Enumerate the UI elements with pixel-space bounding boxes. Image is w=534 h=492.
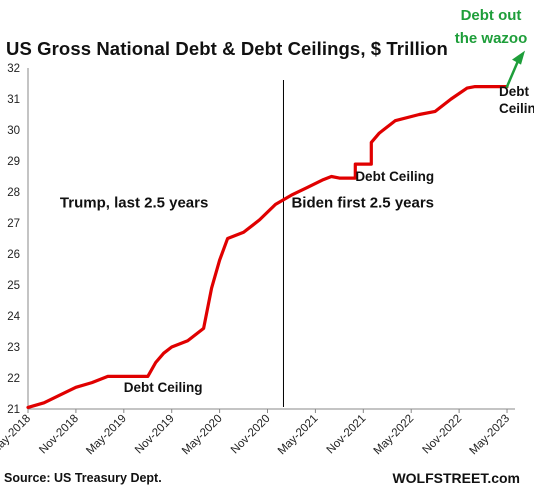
y-tick-labels: 21 22 23 24 25 26 27 28 29 30 31 32 bbox=[7, 63, 20, 416]
x-tick-label: May-2020 bbox=[180, 413, 225, 458]
x-tick-label: May-2021 bbox=[276, 413, 321, 458]
arrow bbox=[505, 50, 526, 88]
y-tick-label: 24 bbox=[7, 311, 20, 323]
annotation-label: Debt bbox=[499, 84, 530, 99]
annotation-label: Debt Ceiling bbox=[355, 169, 434, 184]
x-tick-label: Nov-2022 bbox=[420, 413, 464, 457]
x-tick-label: Nov-2018 bbox=[37, 413, 81, 457]
source-label: Source: US Treasury Dept. bbox=[4, 471, 162, 485]
y-tick-label: 31 bbox=[7, 94, 20, 106]
x-tick-label: May-2023 bbox=[467, 413, 512, 458]
annotation-line-2: the wazoo bbox=[454, 30, 528, 47]
arrow-head bbox=[512, 50, 526, 65]
annotation-label: Trump, last 2.5 years bbox=[60, 195, 208, 212]
annotation-label: Biden first 2.5 years bbox=[291, 195, 434, 212]
y-tick-label: 22 bbox=[7, 373, 20, 385]
y-tick-label: 28 bbox=[7, 187, 20, 199]
annotation-debt-out-the-wazoo: Debt out the wazoo bbox=[448, 4, 534, 50]
annotation-line-1: Debt out bbox=[460, 7, 522, 24]
y-tick-label: 27 bbox=[7, 218, 20, 230]
series-lines bbox=[26, 84, 509, 409]
y-tick-label: 23 bbox=[7, 342, 20, 354]
x-tick-label: May-2018 bbox=[0, 413, 33, 458]
y-tick-label: 21 bbox=[7, 404, 20, 416]
x-tick-label: Nov-2020 bbox=[229, 413, 273, 457]
brand-label: WOLFSTREET.com bbox=[392, 470, 520, 486]
x-tick-label: Nov-2021 bbox=[325, 413, 369, 457]
y-tick-label: 29 bbox=[7, 156, 20, 168]
series-line bbox=[26, 84, 509, 409]
axes bbox=[27, 68, 515, 410]
y-tick-label: 32 bbox=[7, 63, 20, 75]
y-tick-label: 26 bbox=[7, 249, 20, 261]
annotation-label: Ceiling bbox=[499, 101, 534, 116]
x-tick-label: May-2022 bbox=[372, 413, 417, 458]
x-tick-labels: May-2018 Nov-2018 May-2019 Nov-2019 May-2020… bbox=[0, 409, 512, 457]
chart-title: US Gross National Debt & Debt Ceilings, … bbox=[6, 38, 448, 59]
y-tick-label: 30 bbox=[7, 125, 20, 137]
x-tick-label: Nov-2019 bbox=[133, 413, 177, 457]
annotation-label: Debt Ceiling bbox=[124, 380, 203, 395]
x-tick-label: May-2019 bbox=[84, 413, 129, 458]
arrow-shaft bbox=[505, 57, 521, 88]
y-tick-label: 25 bbox=[7, 280, 20, 292]
annotations: Trump, last 2.5 years Biden first 2.5 yea… bbox=[60, 84, 534, 395]
